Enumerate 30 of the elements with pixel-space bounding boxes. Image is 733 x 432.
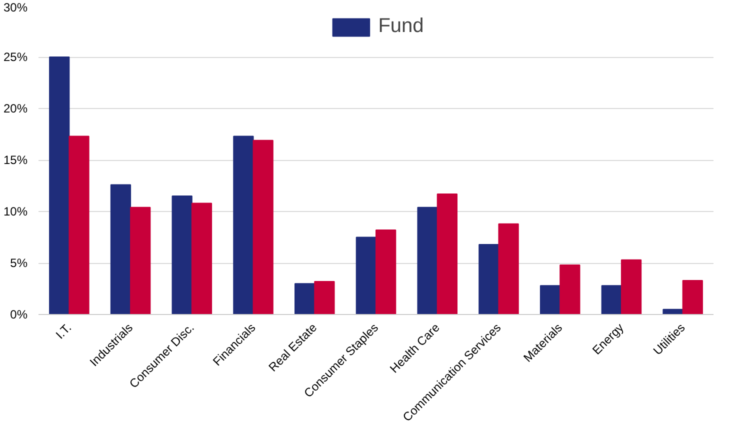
y-tick-label: 30% bbox=[3, 0, 28, 14]
bar bbox=[110, 184, 132, 314]
bar bbox=[130, 206, 151, 314]
bar bbox=[540, 285, 561, 314]
bar bbox=[478, 244, 500, 314]
bar bbox=[294, 283, 316, 314]
bar bbox=[252, 140, 274, 314]
y-tick-label: 25% bbox=[3, 50, 28, 64]
bar bbox=[498, 223, 519, 314]
bar bbox=[68, 136, 90, 314]
y-tick-label: 5% bbox=[10, 256, 28, 270]
bar bbox=[620, 259, 642, 314]
y-tick-label: 0% bbox=[10, 308, 28, 322]
y-tick-label: 20% bbox=[3, 102, 28, 116]
y-tick-label: 10% bbox=[3, 204, 28, 218]
bar bbox=[436, 193, 458, 314]
bar bbox=[172, 196, 192, 314]
bar bbox=[601, 285, 622, 314]
bar bbox=[191, 202, 212, 314]
y-tick-label: 15% bbox=[3, 153, 28, 167]
bar bbox=[49, 56, 70, 314]
bar bbox=[417, 206, 438, 314]
bar bbox=[314, 281, 335, 314]
bar bbox=[233, 136, 254, 314]
bar bbox=[682, 280, 703, 314]
x-tick-label: I.T. bbox=[52, 320, 74, 342]
bar bbox=[356, 236, 376, 314]
legend-label: Fund bbox=[378, 15, 424, 38]
bar bbox=[560, 264, 580, 314]
bar bbox=[376, 230, 396, 314]
